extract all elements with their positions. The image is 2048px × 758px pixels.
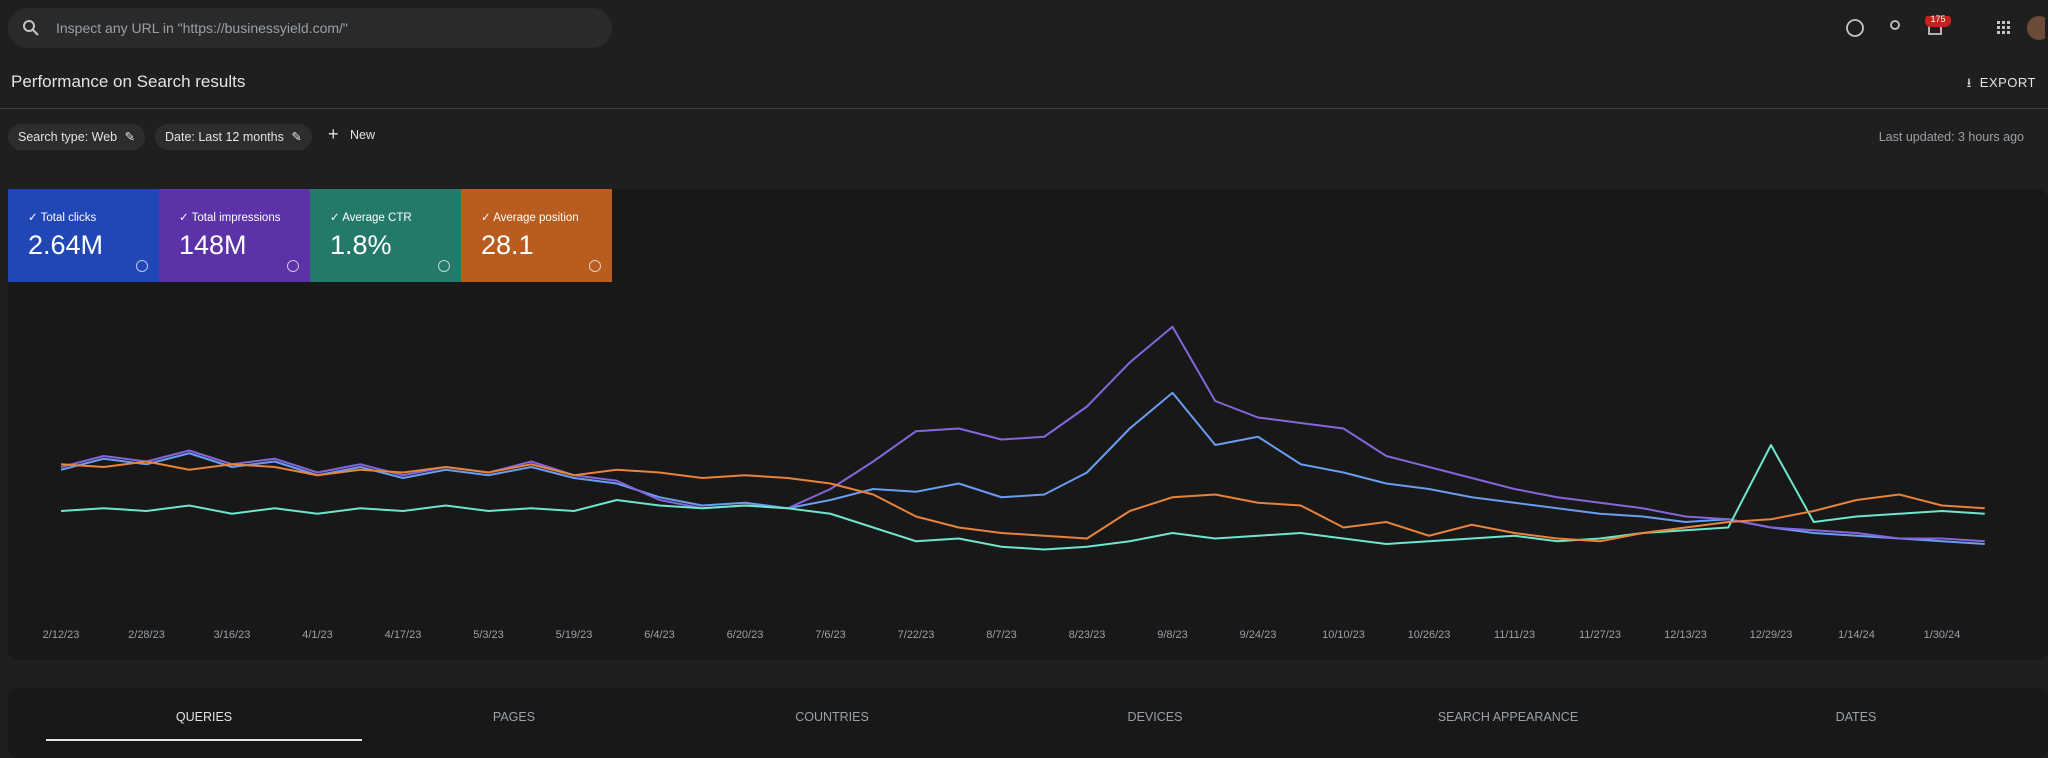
series-line (60, 325, 1985, 543)
divider (0, 108, 2048, 109)
tab[interactable]: COUNTRIES (795, 710, 869, 724)
x-tick-label: 1/14/24 (1838, 629, 1875, 641)
tab[interactable]: DEVICES (1127, 710, 1183, 724)
chart: 2/12/23 2/28/23 3/16/23 4/1/23 4/17/23 5/3/23… (43, 325, 1985, 641)
metric-card[interactable]: ✓ Total impressions 148M (159, 189, 310, 282)
series-line (60, 444, 1985, 551)
avatar[interactable] (2027, 16, 2045, 40)
x-tick-label: 7/22/23 (898, 629, 935, 641)
x-tick-label: 12/13/23 (1664, 629, 1707, 641)
last-updated: Last updated: 3 hours ago (1878, 130, 2024, 144)
filter-chip[interactable]: Date: Last 12 months ✎ (155, 124, 312, 150)
new-filter[interactable]: + New (328, 124, 376, 144)
x-tick-label: 8/23/23 (1069, 629, 1106, 641)
tab[interactable]: QUERIES (175, 710, 233, 724)
metric-label: ✓ Average position (481, 210, 612, 224)
tab[interactable]: PAGES (492, 710, 536, 724)
x-tick-label: 8/7/23 (986, 629, 1017, 641)
metric-card[interactable]: ✓ Average position 28.1 (461, 189, 612, 282)
metric-label: ✓ Average CTR (330, 210, 461, 224)
x-tick-label: 11/11/23 (1494, 629, 1535, 641)
x-tick-label: 11/27/23 (1579, 629, 1621, 641)
x-tick-label: 4/17/23 (385, 629, 422, 641)
x-tick-label: 3/16/23 (214, 629, 251, 641)
metric-value: 1.8% (330, 230, 392, 260)
tab[interactable]: SEARCH APPEARANCE (1437, 710, 1579, 724)
x-tick-label: 9/24/23 (1240, 629, 1277, 641)
page-title: Performance on Search results (11, 72, 246, 91)
check: ✓ (179, 212, 192, 224)
check: ✓ (481, 212, 494, 224)
tab[interactable]: DATES (1835, 710, 1877, 724)
x-tick-label: 2/12/23 (43, 629, 80, 641)
new-label: New (350, 128, 376, 142)
filter-label: Date: Last 12 months (165, 130, 284, 144)
export-label: EXPORT (1979, 75, 2036, 90)
badge (1925, 16, 1951, 27)
check: ✓ (330, 212, 343, 224)
x-tick-label: 12/29/23 (1750, 629, 1793, 641)
x-tick-label: 9/8/23 (1157, 629, 1188, 641)
tab-underline (46, 739, 362, 741)
metric-label: ✓ Total clicks (28, 210, 159, 224)
metric-value: 28.1 (481, 230, 534, 260)
x-tick-label: 10/26/23 (1408, 629, 1451, 641)
metric-value: 148M (179, 230, 247, 260)
help-icon (136, 260, 148, 272)
metric-card[interactable]: ✓ Average CTR 1.8% (310, 189, 461, 282)
metric-name: Average position (493, 212, 579, 224)
x-tick-label: 7/6/23 (815, 629, 846, 641)
search-icon (23, 20, 39, 36)
x-tick-label: 4/1/23 (302, 629, 333, 641)
metric-card[interactable]: ✓ Total clicks 2.64M (8, 189, 159, 282)
filter-chip[interactable]: Search type: Web ✎ (8, 124, 146, 150)
tabs-card (8, 688, 2048, 758)
search-placeholder: Inspect any URL in "https://businessyiel… (56, 20, 348, 36)
check: ✓ (28, 212, 41, 224)
x-tick-label: 2/28/23 (128, 629, 165, 641)
x-tick-label: 10/10/23 (1322, 629, 1365, 641)
metric-name: Average CTR (342, 212, 412, 224)
help-icon (589, 260, 601, 272)
metric-name: Total clicks (40, 212, 97, 224)
metric-label: ✓ Total impressions (179, 210, 310, 224)
notification-count: 175 (1930, 14, 1946, 24)
x-tick-label: 1/30/24 (1924, 629, 1961, 641)
series-line (60, 391, 1985, 545)
x-tick-label: 6/4/23 (644, 629, 675, 641)
export-button[interactable]: ⭳ EXPORT (1966, 75, 2036, 90)
metric-name: Total impressions (191, 212, 281, 224)
account-icon[interactable] (1890, 20, 1900, 30)
x-tick-label: 5/19/23 (556, 629, 593, 641)
metric-value: 2.64M (28, 230, 104, 260)
filter-label: Search type: Web (18, 130, 118, 144)
help-icon (438, 260, 450, 272)
x-tick-label: 6/20/23 (727, 629, 764, 641)
help-icon[interactable] (1846, 19, 1864, 37)
apps-icon[interactable] (1997, 21, 2010, 34)
x-tick-label: 5/3/23 (473, 629, 504, 641)
help-icon (287, 260, 299, 272)
series-line (60, 460, 1985, 543)
search-bar[interactable]: Inspect any URL in "https://businessyiel… (8, 8, 612, 48)
toolbar-icons (1846, 16, 2045, 40)
